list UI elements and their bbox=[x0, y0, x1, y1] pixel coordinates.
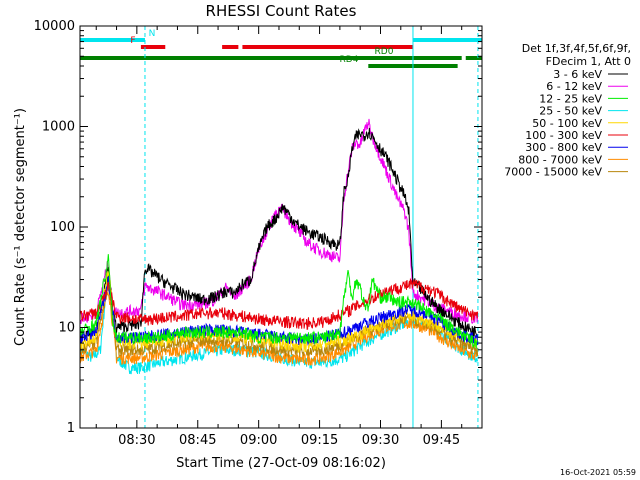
y-axis-label: Count Rate (s⁻¹ detector segment⁻¹) bbox=[13, 108, 28, 346]
flag-bars: N F RD0 RD4 bbox=[80, 29, 482, 68]
legend-label: 50 - 100 keV bbox=[532, 117, 602, 130]
x-tick-label: 09:45 bbox=[423, 433, 460, 448]
flag-label-n: N bbox=[149, 29, 156, 39]
x-tick-label: 08:45 bbox=[179, 433, 216, 448]
legend-label: 800 - 7000 keV bbox=[518, 153, 602, 166]
legend-label: 6 - 12 keV bbox=[546, 80, 602, 93]
y-axis-ticks: 1 10 100 1000 10000 bbox=[34, 19, 482, 436]
legend-header-line-2: FDecim 1, Att 0 bbox=[546, 55, 631, 68]
series-line-7000to15000keV bbox=[79, 281, 479, 359]
legend-label: 100 - 300 keV bbox=[525, 129, 602, 142]
legend-header-line-1: Det 1f,3f,4f,5f,6f,9f, bbox=[522, 42, 631, 55]
y-tick-label: 10000 bbox=[34, 19, 75, 34]
series-line-6to12keV bbox=[79, 118, 479, 324]
legend-label: 7000 - 15000 keV bbox=[504, 166, 602, 179]
series-line-12to25keV bbox=[79, 254, 479, 349]
y-tick-label: 1000 bbox=[42, 120, 75, 135]
legend-label: 25 - 50 keV bbox=[539, 105, 602, 118]
data-series bbox=[79, 118, 479, 375]
y-tick-label: 10 bbox=[58, 321, 75, 336]
series-line-100to300keV bbox=[79, 277, 479, 330]
legend-label: 3 - 6 keV bbox=[553, 68, 602, 81]
y-tick-label: 100 bbox=[50, 220, 75, 235]
flag-label-rd0: RD0 bbox=[375, 47, 394, 57]
x-tick-label: 08:30 bbox=[118, 433, 155, 448]
chart-title: RHESSI Count Rates bbox=[206, 2, 357, 20]
y-tick-label: 1 bbox=[67, 421, 75, 436]
flag-label-rd4: RD4 bbox=[340, 55, 359, 65]
series-line-3to6keV bbox=[79, 127, 479, 344]
x-axis-label: Start Time (27-Oct-09 08:16:02) bbox=[176, 456, 386, 471]
x-axis-ticks: 08:30 08:45 09:00 09:15 09:30 09:45 bbox=[95, 26, 463, 448]
footer-date: 16-Oct-2021 05:59 bbox=[560, 468, 636, 477]
flag-label-f: F bbox=[130, 36, 135, 46]
x-tick-label: 09:30 bbox=[362, 433, 399, 448]
legend-label: 300 - 800 keV bbox=[525, 141, 602, 154]
legend-label: 12 - 25 keV bbox=[539, 92, 602, 105]
series-line-800to7000keV bbox=[79, 291, 479, 366]
x-tick-label: 09:00 bbox=[240, 433, 277, 448]
x-tick-label: 09:15 bbox=[301, 433, 338, 448]
legend: Det 1f,3f,4f,5f,6f,9f, FDecim 1, Att 0 3… bbox=[504, 42, 631, 179]
